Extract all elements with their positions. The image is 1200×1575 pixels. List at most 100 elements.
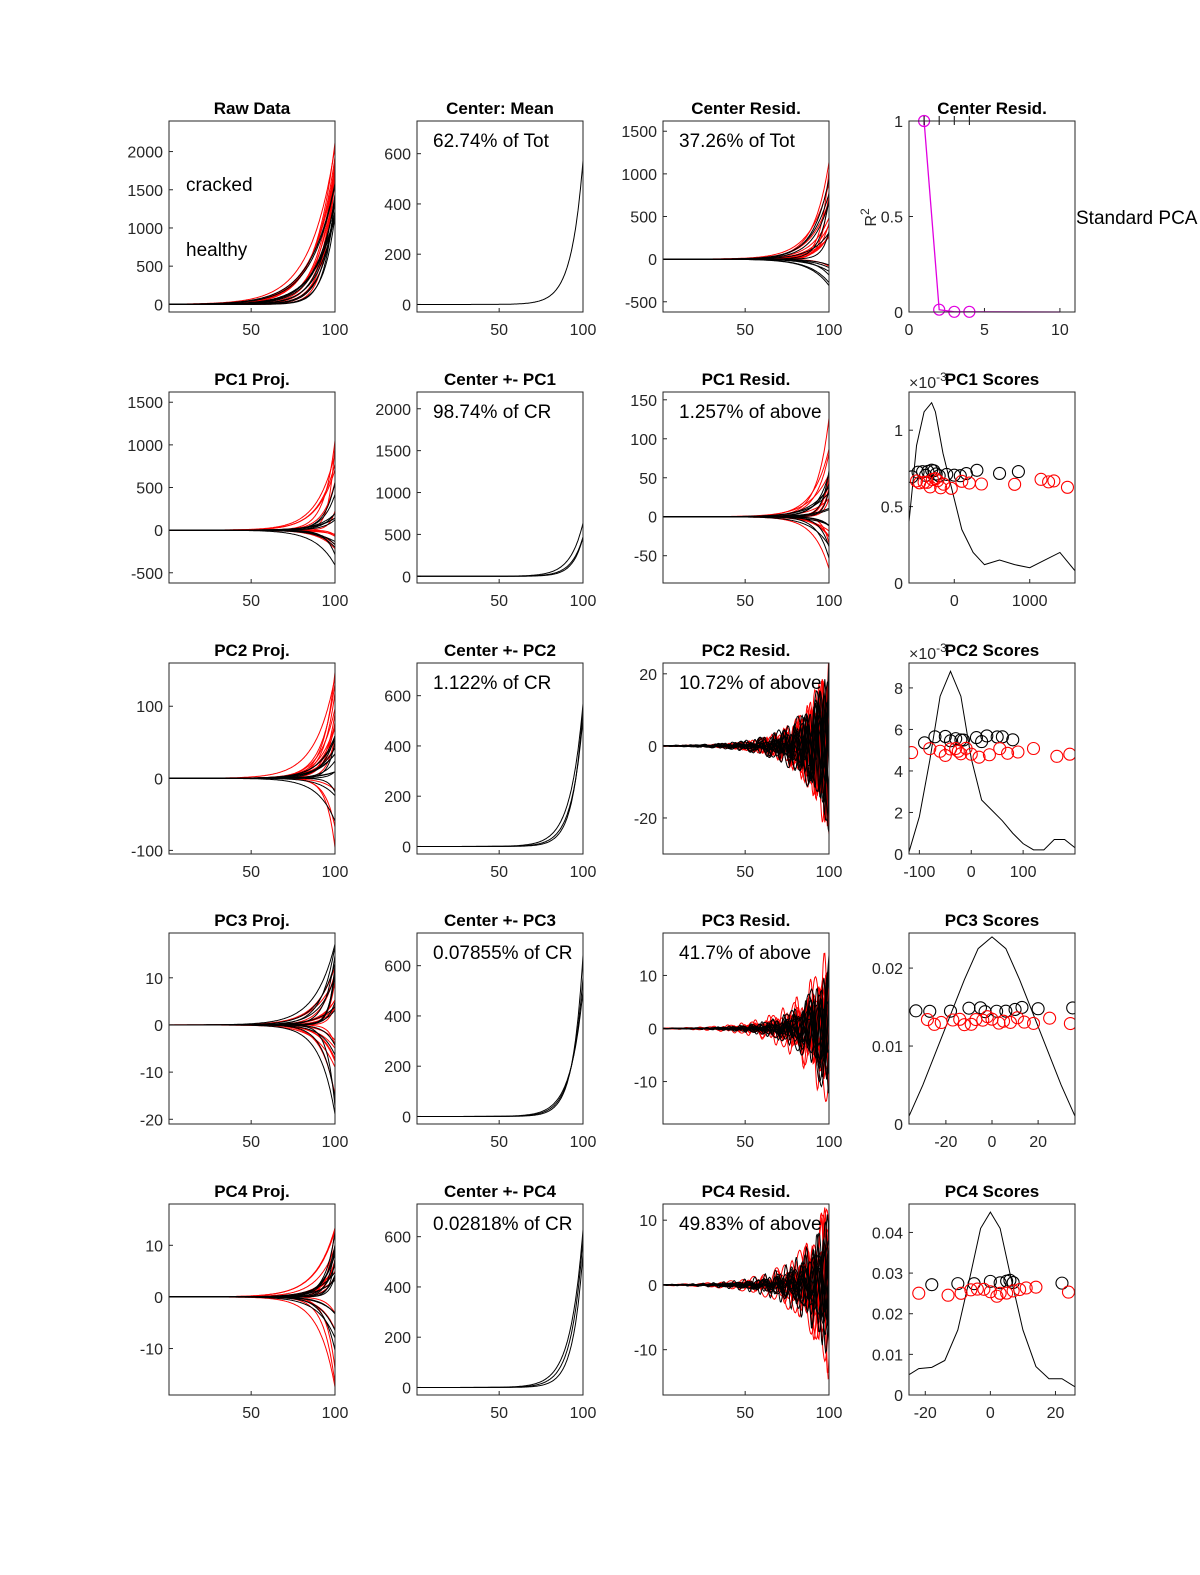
y-tick-label: 0 [154, 771, 163, 788]
y-tick-label: 0.01 [872, 1039, 903, 1056]
y-tick-label: 400 [384, 1280, 411, 1297]
cracked-score-point [954, 1286, 968, 1300]
x-tick-label: 100 [322, 1405, 349, 1422]
legend-healthy: healthy [186, 240, 248, 261]
y-tick-label: 1500 [127, 183, 163, 200]
healthy-curve [169, 1244, 335, 1298]
healthy-curve [169, 529, 335, 566]
y-tick-label: 0 [648, 739, 657, 756]
y-tick-label: 0 [402, 1380, 411, 1397]
cracked-score-point [977, 1282, 991, 1296]
x-tick-label: 0 [988, 1134, 997, 1151]
x-tick-label: 50 [242, 864, 260, 881]
healthy-curve [169, 777, 335, 797]
cracked-curve [169, 1296, 335, 1369]
healthy-curve [663, 680, 829, 804]
healthy-score-point [970, 463, 984, 477]
healthy-curve [417, 537, 583, 577]
healthy-curve [169, 968, 335, 1026]
cracked-curve [169, 453, 335, 531]
cracked-curve [169, 440, 335, 531]
y-tick-label: 0 [154, 1018, 163, 1035]
chart-title: Center Resid. [937, 99, 1047, 118]
plot-area [909, 936, 1075, 1117]
y-tick-label: 100 [630, 432, 657, 449]
healthy-curve [417, 536, 583, 577]
axes-box [416, 662, 584, 855]
cracked-score-point [1010, 1011, 1024, 1025]
legend-cracked: cracked [186, 175, 253, 196]
chart-panel: Center +- PC4 50 100 0 200 400 600 0.02818% of … [384, 1182, 596, 1422]
y-tick-label: -10 [634, 1075, 657, 1092]
y-tick-label: 0 [648, 1278, 657, 1295]
y-tick-label: 0 [894, 1117, 903, 1134]
healthy-curve [169, 1296, 335, 1315]
plot-area [663, 952, 829, 1103]
y-tick-label: 0 [402, 839, 411, 856]
healthy-curve [417, 703, 583, 847]
healthy-curve [169, 1245, 335, 1298]
axes-box [416, 1203, 584, 1396]
y-tick-label: 0.5 [881, 210, 903, 227]
chart-panel: PC3 Resid. 50 100 -10 0 10 41.7% of above [634, 911, 843, 1151]
x-tick-label: 50 [490, 593, 508, 610]
cracked-score-point [1060, 480, 1075, 494]
chart-panel: PC2 Resid. 50 100 -20 0 20 10.72% of above [634, 641, 843, 881]
plot-area [909, 670, 1075, 853]
cracked-curve [169, 481, 335, 531]
y-tick-label: 600 [384, 147, 411, 164]
y-tick-label: 0.5 [881, 500, 903, 517]
y-tick-label: 50 [639, 471, 657, 488]
healthy-score-point [983, 1274, 997, 1288]
y-tick-label: 500 [630, 210, 657, 227]
cracked-curve [169, 966, 335, 1026]
x-tick-label: 100 [816, 864, 843, 881]
y-tick-label: 0 [154, 523, 163, 540]
healthy-score-point [992, 466, 1007, 481]
axes-box [416, 120, 584, 313]
cracked-curve [169, 971, 335, 1026]
cracked-curve [169, 1296, 335, 1388]
x-tick-label: 100 [816, 593, 843, 610]
plot-area [417, 703, 583, 847]
cracked-score-point [909, 474, 924, 488]
axes-box [416, 932, 584, 1125]
chart-panel: Center Resid. 0 5 10 0 0.5 1 R2 [858, 99, 1076, 339]
cracked-score-point [912, 1286, 926, 1300]
axes-box [662, 932, 830, 1125]
y-tick-label: 0 [402, 297, 411, 314]
variance-annotation: 1.257% of above [679, 402, 822, 423]
cracked-curve [169, 463, 335, 531]
healthy-score-point [956, 733, 971, 747]
cracked-score-point [1043, 1011, 1057, 1025]
healthy-curve [169, 739, 335, 779]
y-tick-label: 1500 [127, 395, 163, 412]
cracked-curve [169, 777, 335, 828]
x-tick-label: 50 [736, 1134, 754, 1151]
x-tick-label: 1000 [1012, 593, 1048, 610]
y-tick-label: 8 [894, 681, 903, 698]
cracked-score-point [964, 1283, 978, 1297]
y-axis-label: R2 [858, 208, 880, 227]
x-tick-label: 50 [242, 593, 260, 610]
x-tick-label: 50 [736, 322, 754, 339]
plot-area [169, 440, 335, 566]
chart-title: PC3 Proj. [214, 911, 290, 930]
healthy-curve [169, 1296, 335, 1351]
cracked-curve [663, 516, 829, 537]
x-tick-label: 5 [980, 322, 989, 339]
variance-annotation: 41.7% of above [679, 943, 811, 964]
y-tick-label: 500 [136, 481, 163, 498]
cracked-score-point [1047, 474, 1061, 488]
healthy-curve [663, 516, 829, 559]
chart-title: PC4 Resid. [702, 1182, 791, 1201]
healthy-score-point [951, 1277, 965, 1291]
chart-title: PC3 Scores [945, 911, 1040, 930]
x-tick-label: 100 [322, 322, 349, 339]
healthy-curve [169, 183, 335, 305]
cracked-curve [169, 142, 335, 305]
x-tick-label: 100 [570, 322, 597, 339]
chart-panel: Center +- PC3 50 100 0 200 400 600 0.07855% of … [384, 911, 596, 1151]
cracked-score-point [927, 1017, 941, 1031]
